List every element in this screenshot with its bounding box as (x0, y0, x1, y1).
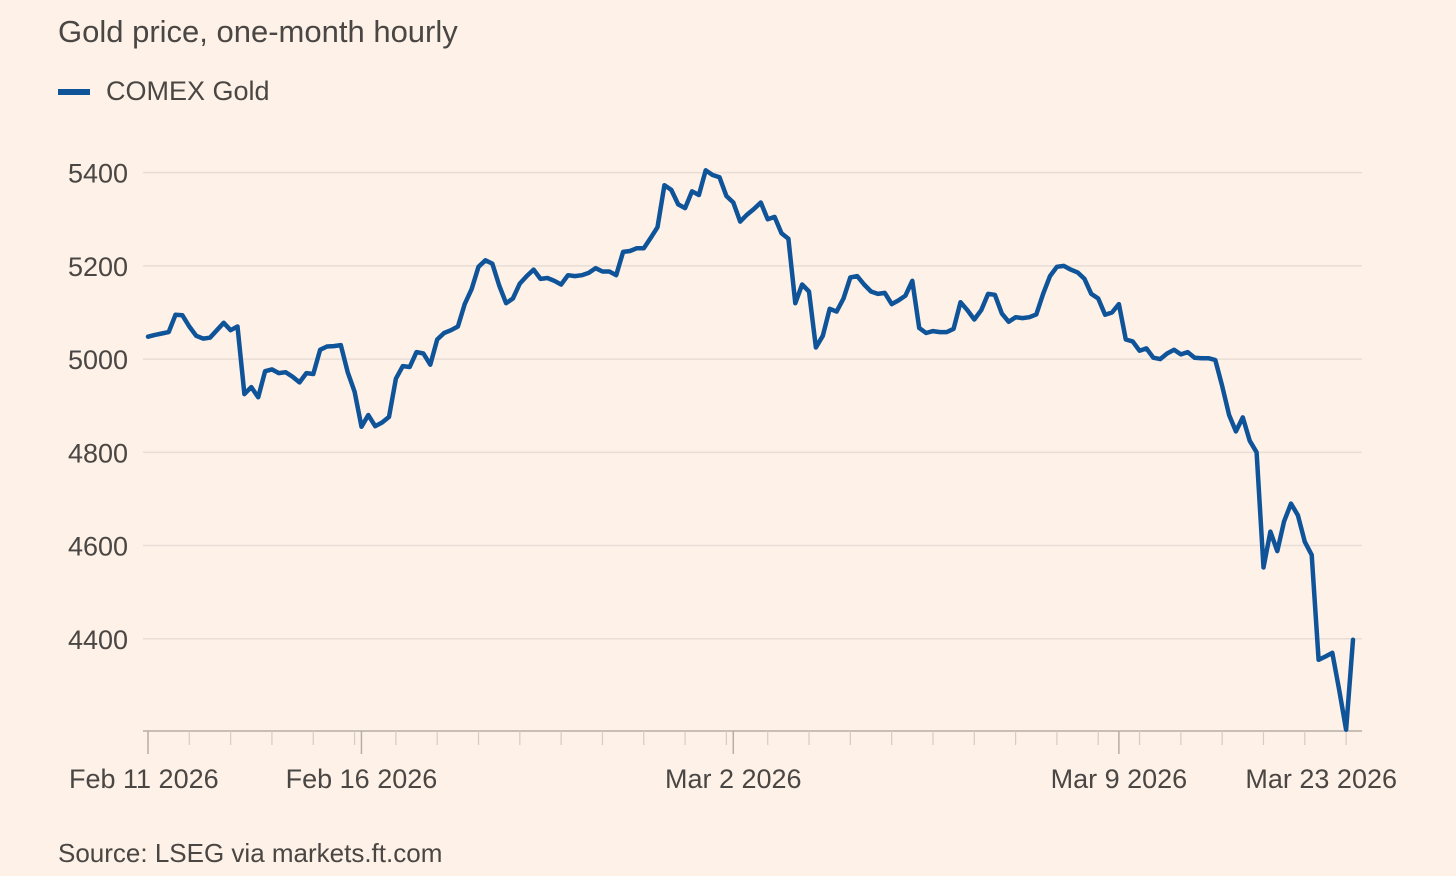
y-tick-label-5400: 5400 (68, 159, 128, 189)
legend-label-comex-gold: COMEX Gold (106, 76, 270, 106)
grid-lines (143, 171, 1362, 640)
y-tick-label-5000: 5000 (68, 345, 128, 375)
x-tick-label-4: Mar 23 2026 (1245, 764, 1397, 794)
series-group (145, 168, 1356, 732)
y-tick-label-4600: 4600 (68, 532, 128, 562)
x-tick-label-3: Mar 9 2026 (1051, 764, 1188, 794)
legend: COMEX Gold (58, 76, 270, 107)
y-axis-tick-labels: 4400 4600 4800 5000 5200 5400 (68, 159, 128, 655)
source-note: Source: LSEG via markets.ft.com (58, 838, 443, 868)
y-tick-label-5200: 5200 (68, 252, 128, 282)
legend-swatch-comex-gold (58, 88, 90, 95)
x-tick-label-1: Feb 16 2026 (286, 764, 438, 794)
y-tick-label-4400: 4400 (68, 625, 128, 655)
x-axis-tick-labels: Feb 11 2026 Feb 16 2026 Mar 2 2026 Mar 9 20… (69, 764, 1397, 794)
x-axis (143, 730, 1362, 754)
series-line-comex-gold (145, 168, 1356, 732)
chart-title: Gold price, one-month hourly (58, 14, 458, 49)
x-tick-label-2: Mar 2 2026 (665, 764, 802, 794)
x-tick-label-0: Feb 11 2026 (69, 764, 219, 794)
y-tick-label-4800: 4800 (68, 438, 128, 468)
